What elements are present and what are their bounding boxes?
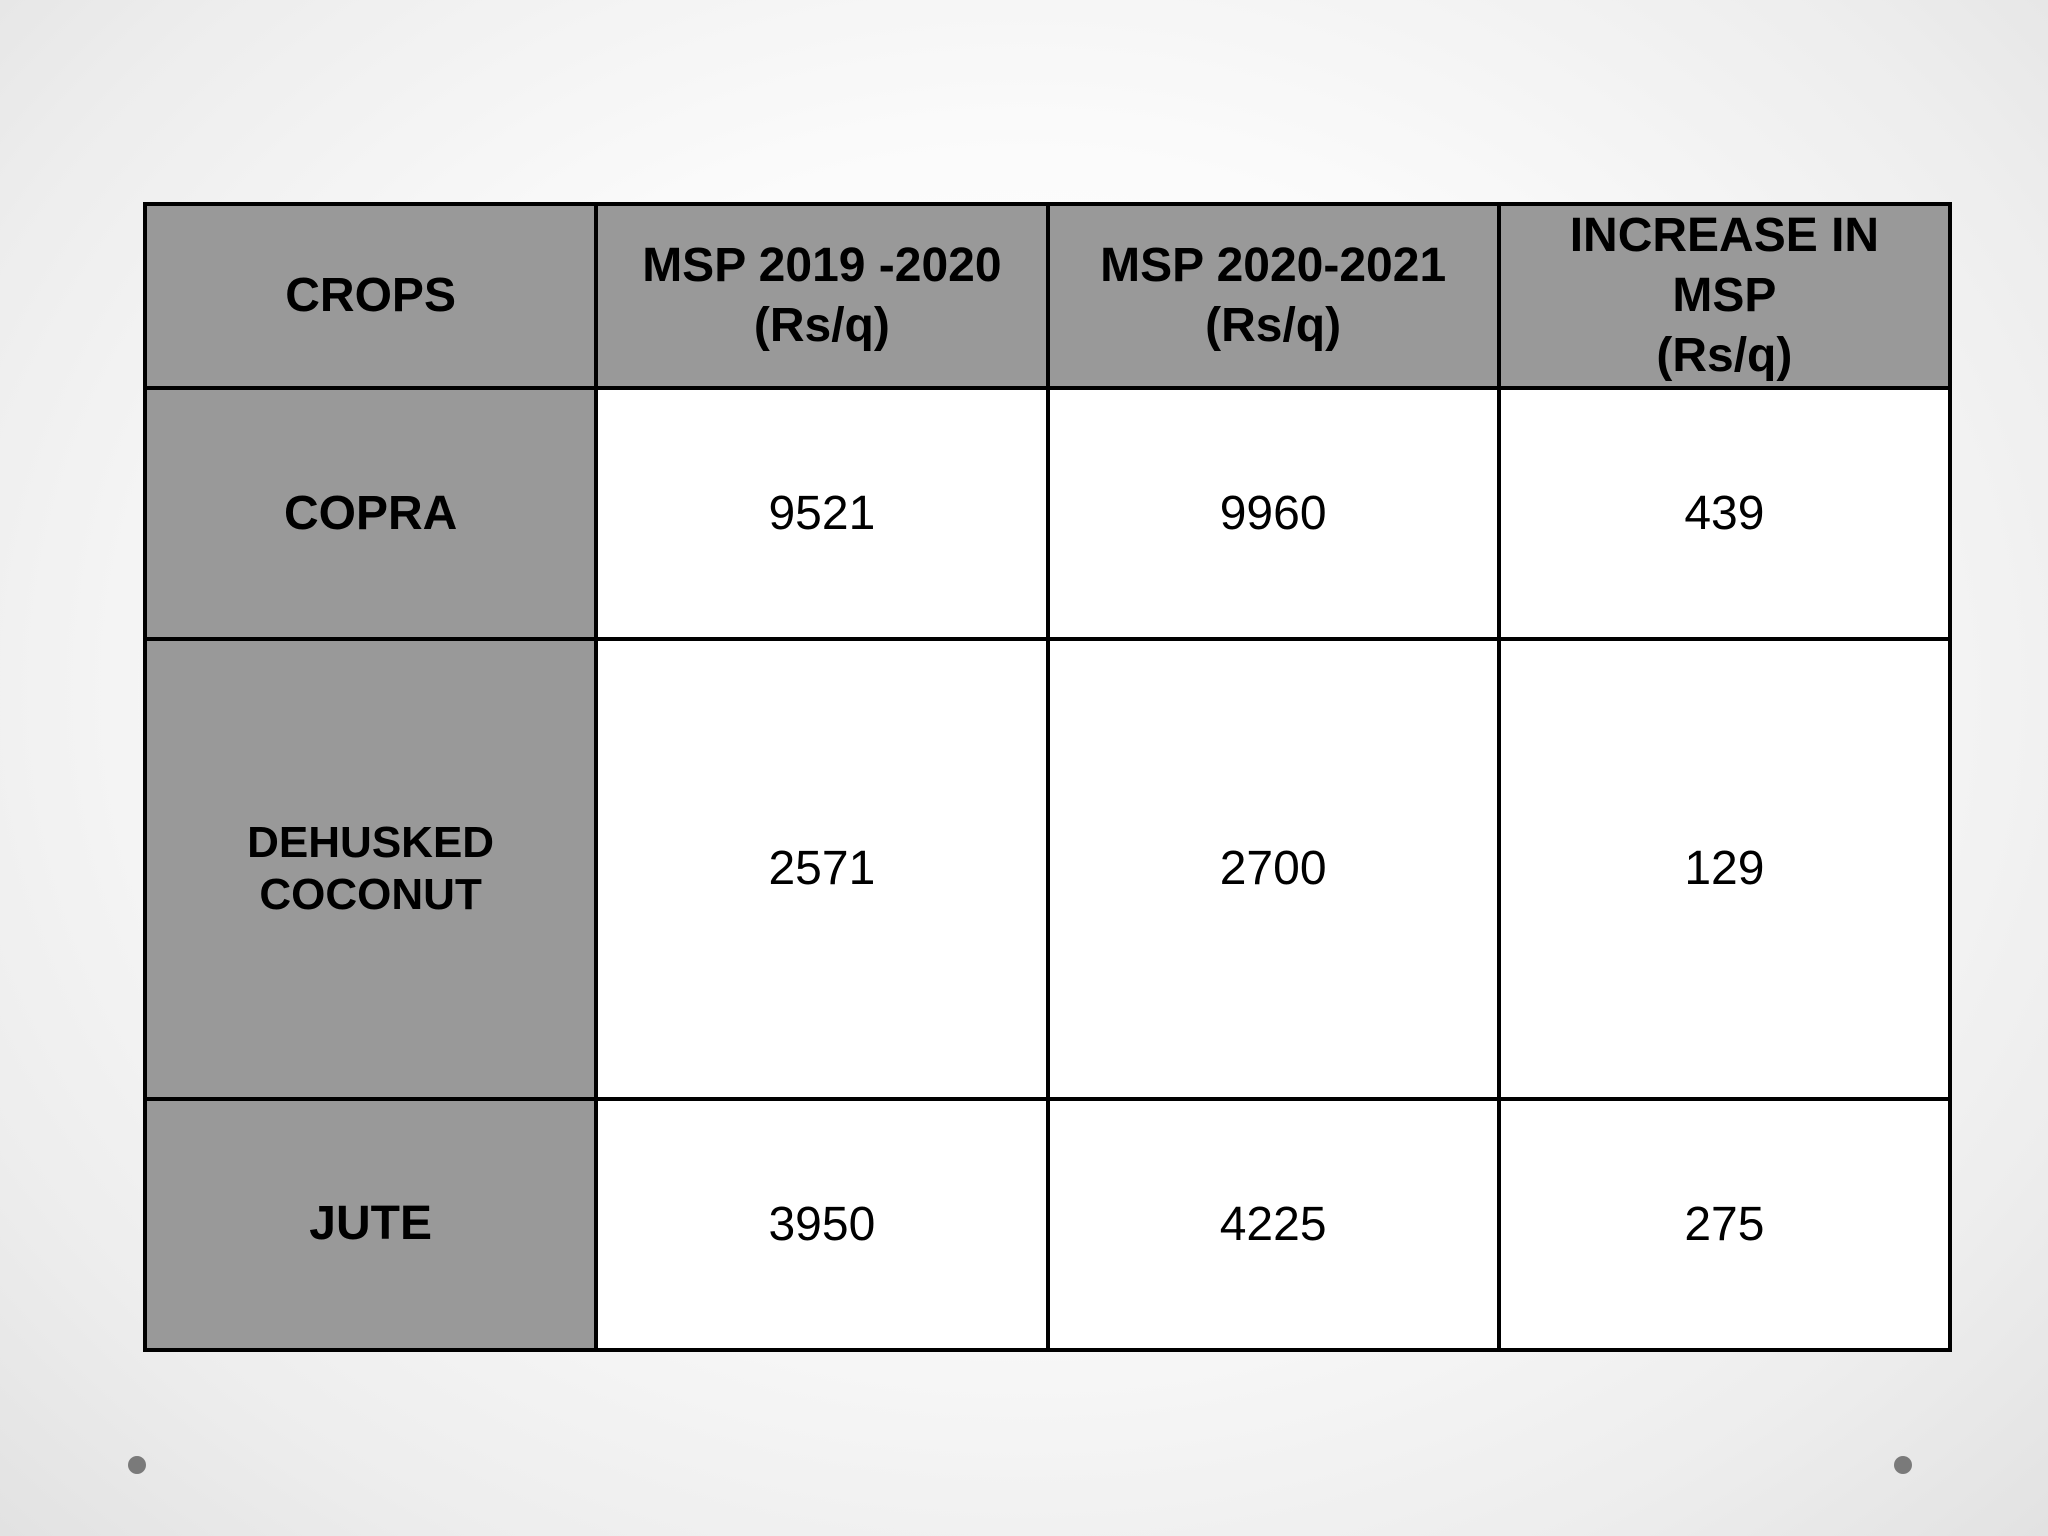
msp-2020-2021-cell: 4225 [1045,1096,1501,1353]
crop-name: DEHUSKED COCONUT [247,817,495,919]
header-increase-in-msp: INCREASE IN MSP (Rs/q) [1496,202,1953,390]
msp-2019-2020-cell: 2571 [594,637,1050,1101]
crop-name: COPRA [283,486,458,540]
header-msp-2019-2020-label: MSP 2019 -2020 (Rs/q) [642,239,1002,352]
msp-2019-2020-cell: 3950 [594,1096,1050,1353]
increase-cell: 275 [1496,1096,1953,1353]
table-row: DEHUSKED COCONUT 2571 2700 129 [142,637,1953,1101]
crop-cell: DEHUSKED COCONUT [142,637,599,1101]
header-crops: CROPS [142,202,599,390]
header-increase-label: INCREASE IN MSP (Rs/q) [1569,209,1880,382]
header-msp-2020-2021-label: MSP 2020-2021 (Rs/q) [1100,239,1447,352]
slide-dot-decoration-right [1894,1456,1912,1474]
header-msp-2020-2021: MSP 2020-2021 (Rs/q) [1045,202,1501,390]
table-row: JUTE 3950 4225 275 [142,1096,1953,1353]
crop-cell: JUTE [142,1096,599,1353]
increase-cell: 439 [1496,385,1953,642]
msp-2019-2020-cell: 9521 [594,385,1050,642]
msp-2020-2021-cell: 9960 [1045,385,1501,642]
crop-name: JUTE [309,1197,432,1251]
slide-dot-decoration-left [128,1456,146,1474]
crop-cell: COPRA [142,385,599,642]
table-row: COPRA 9521 9960 439 [142,385,1953,642]
header-crops-label: CROPS [285,269,456,322]
msp-table: CROPS MSP 2019 -2020 (Rs/q) MSP 2020-202… [142,202,1953,1353]
increase-cell: 129 [1496,637,1953,1101]
msp-2020-2021-cell: 2700 [1045,637,1501,1101]
header-msp-2019-2020: MSP 2019 -2020 (Rs/q) [594,202,1050,390]
table-header-row: CROPS MSP 2019 -2020 (Rs/q) MSP 2020-202… [142,202,1953,390]
